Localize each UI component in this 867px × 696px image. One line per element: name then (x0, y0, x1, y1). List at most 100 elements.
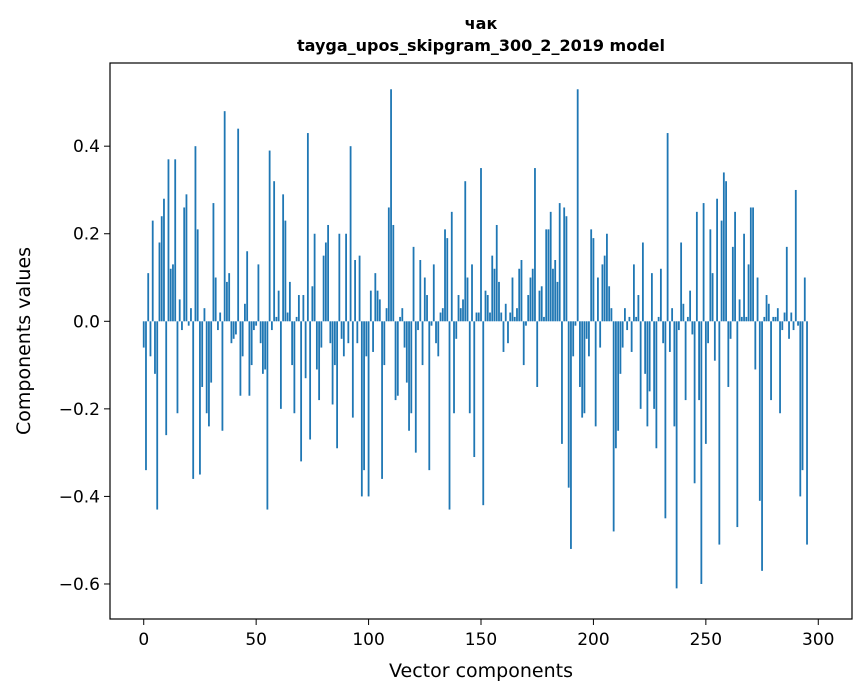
bar-117 (405, 321, 408, 383)
bar-25 (199, 321, 201, 475)
bar-234 (668, 321, 671, 352)
bar-243 (689, 290, 692, 322)
bar-85 (333, 321, 336, 366)
bar-209 (612, 321, 615, 532)
bar-246 (695, 211, 698, 322)
bar-185 (558, 203, 561, 322)
bar-118 (408, 321, 410, 431)
bars-group (142, 89, 811, 589)
bar-9 (163, 198, 165, 322)
bar-165 (513, 316, 516, 322)
bar-268 (745, 316, 748, 322)
bar-58 (273, 181, 276, 322)
bar-226 (650, 273, 653, 322)
bar-80 (322, 255, 325, 322)
bar-33 (217, 321, 219, 331)
bar-173 (531, 268, 534, 322)
bar-120 (412, 246, 415, 322)
bar-99 (365, 321, 368, 357)
bar-97 (360, 321, 363, 497)
bar-31 (212, 203, 215, 322)
bar-84 (331, 321, 334, 405)
bar-260 (727, 321, 730, 387)
bar-35 (221, 321, 224, 431)
bar-250 (704, 321, 707, 444)
bar-146 (471, 264, 473, 322)
bar-290 (794, 189, 797, 322)
bar-131 (437, 321, 440, 357)
bar-160 (502, 321, 505, 352)
bar-188 (565, 216, 568, 322)
bar-286 (785, 246, 788, 322)
bar-257 (720, 220, 723, 322)
bar-49 (253, 321, 255, 331)
bar-83 (329, 321, 332, 344)
bar-287 (788, 321, 790, 339)
bar-17 (181, 321, 183, 331)
bar-92 (349, 146, 352, 322)
bar-283 (779, 321, 781, 414)
x-tick-label-250: 250 (690, 630, 722, 650)
bar-74 (309, 321, 312, 440)
bar-231 (662, 321, 665, 344)
y-axis-ticks: −0.6 −0.4 −0.2 0.0 0.2 0.4 (59, 137, 110, 595)
bar-37 (226, 281, 228, 322)
bar-10 (165, 321, 168, 436)
bar-227 (653, 321, 656, 409)
bar-272 (754, 321, 757, 370)
bar-12 (169, 268, 172, 322)
bar-169 (522, 321, 525, 366)
bar-115 (401, 308, 404, 322)
bar-239 (680, 242, 683, 322)
bar-247 (698, 321, 700, 401)
bar-134 (444, 229, 446, 322)
bar-254 (713, 321, 716, 361)
bar-91 (347, 321, 350, 344)
chart-title: чак (465, 14, 498, 33)
bar-75 (311, 286, 314, 322)
bar-27 (203, 308, 206, 322)
bar-98 (363, 321, 365, 471)
bar-38 (228, 273, 231, 322)
bar-183 (554, 260, 557, 322)
bar-248 (700, 321, 703, 584)
bar-57 (270, 321, 273, 331)
bar-53 (262, 321, 264, 374)
bar-253 (711, 273, 714, 322)
bar-114 (399, 316, 401, 322)
bar-206 (606, 233, 608, 322)
bar-148 (475, 312, 478, 322)
bar-132 (439, 312, 442, 322)
bar-178 (543, 316, 545, 322)
bar-70 (300, 321, 303, 462)
bar-285 (783, 312, 786, 322)
bar-199 (590, 229, 593, 322)
bar-15 (176, 321, 179, 414)
bar-167 (518, 268, 521, 322)
bar-269 (747, 264, 750, 322)
bar-29 (208, 321, 210, 427)
bar-194 (579, 321, 581, 387)
bar-24 (196, 229, 199, 322)
bar-244 (691, 321, 694, 335)
bar-32 (214, 277, 217, 322)
y-tick-label-0: −0.6 (59, 575, 100, 595)
bar-208 (610, 308, 613, 322)
bar-56 (268, 150, 271, 322)
bar-71 (302, 295, 305, 322)
bar-153 (486, 295, 489, 322)
bar-180 (547, 229, 550, 322)
bar-110 (390, 89, 392, 322)
bar-295 (806, 321, 808, 545)
bar-280 (772, 316, 775, 322)
bar-149 (477, 312, 480, 322)
bar-251 (707, 321, 709, 344)
bar-142 (462, 299, 464, 322)
bar-256 (718, 321, 721, 545)
bar-121 (414, 321, 417, 453)
bar-79 (320, 321, 323, 348)
bar-186 (561, 321, 563, 444)
bar-204 (601, 264, 604, 322)
bar-171 (527, 295, 530, 322)
bar-111 (392, 224, 395, 322)
